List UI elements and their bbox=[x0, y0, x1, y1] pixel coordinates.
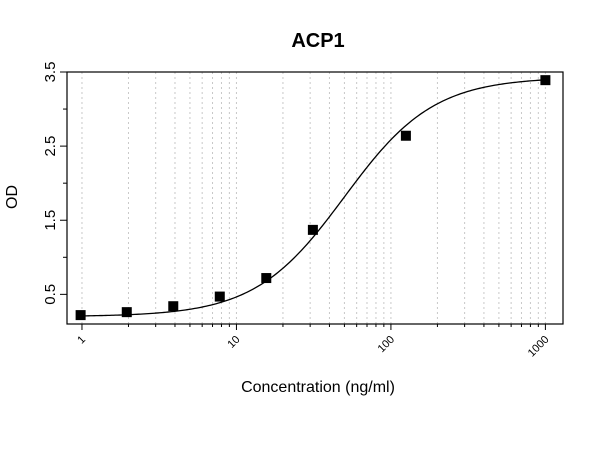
y-axis: 0.5 1.5 2.5 3.5 bbox=[42, 62, 67, 305]
data-point bbox=[214, 291, 225, 302]
x-tick-label: 1 bbox=[75, 334, 88, 347]
data-points bbox=[75, 75, 551, 321]
y-axis-label: OD bbox=[4, 185, 21, 209]
data-point bbox=[75, 310, 86, 321]
y-tick-label: 1.5 bbox=[42, 210, 59, 231]
data-point bbox=[400, 130, 411, 141]
x-axis: 1 10 100 1000 bbox=[75, 324, 552, 360]
data-point bbox=[261, 273, 272, 284]
x-tick-label: 10 bbox=[225, 334, 242, 351]
y-tick-label: 3.5 bbox=[42, 62, 59, 83]
x-tick-label: 1000 bbox=[526, 334, 552, 360]
gridlines bbox=[81, 72, 546, 324]
y-tick-label: 0.5 bbox=[42, 284, 59, 305]
data-point bbox=[168, 301, 179, 312]
y-tick-label: 2.5 bbox=[42, 136, 59, 157]
data-point bbox=[540, 75, 551, 86]
data-point bbox=[307, 224, 318, 235]
plot-area bbox=[66, 71, 564, 325]
x-tick-label: 100 bbox=[376, 334, 397, 355]
x-axis-label: Concentration (ng/ml) bbox=[241, 379, 395, 396]
chart-title: ACP1 bbox=[291, 30, 344, 52]
data-point bbox=[121, 307, 132, 318]
fit-curve bbox=[80, 79, 546, 317]
